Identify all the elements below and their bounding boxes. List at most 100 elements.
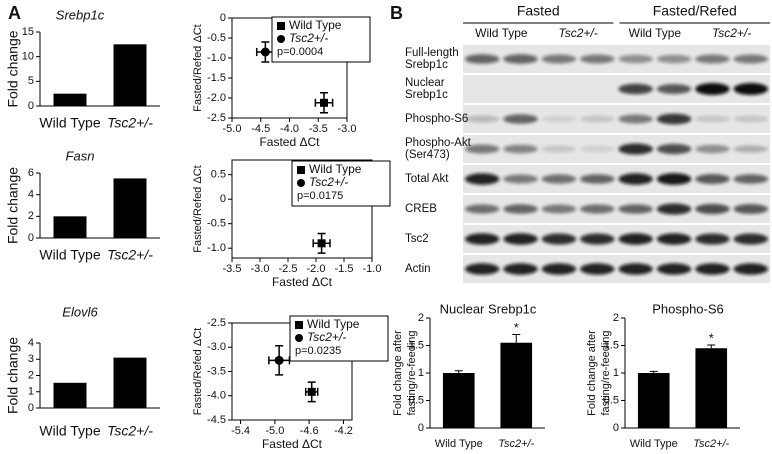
blot-band [464, 144, 500, 154]
bar [53, 382, 87, 408]
legend-box [291, 160, 391, 207]
y-axis-label: fasting/re-feeding [600, 331, 612, 416]
error-bar [649, 370, 658, 373]
blot-band [503, 263, 538, 275]
blot-row-label: (Ser473) [405, 149, 450, 161]
blot-band [618, 204, 653, 214]
y-tick-label: 0 [220, 193, 226, 205]
y-axis-label: Fold change after [392, 330, 404, 416]
subgroup-label: Tsc2+/- [712, 26, 751, 40]
legend-marker [297, 166, 305, 174]
blot-band [618, 173, 653, 185]
y-tick-label: -0.5 [207, 218, 226, 230]
blot-band [541, 233, 577, 245]
legend-marker [297, 179, 305, 187]
x-axis-label: Fasted ΔCt [259, 135, 320, 149]
blot-band [656, 54, 692, 64]
legend-marker [295, 321, 303, 329]
point [307, 387, 316, 396]
y-tick-label: 2 [613, 312, 619, 324]
x-tick-label: -3.5 [223, 263, 242, 275]
y-axis-label: Fold change [5, 167, 21, 244]
y-axis-label: Fold change [5, 337, 21, 414]
p-value: p=0.0175 [297, 190, 343, 202]
group-label: Fasted [517, 3, 560, 19]
x-tick-label: -3.5 [309, 123, 328, 135]
x-tick-label: Wild Type [39, 423, 100, 439]
group-label: Fasted/Refed [653, 3, 737, 19]
p-value: p=0.0004 [277, 46, 323, 58]
y-tick-label: -1.5 [207, 72, 226, 84]
x-axis-label: Fasted ΔCt [262, 437, 323, 451]
blot-band [618, 114, 653, 124]
y-axis-label: fasting/re-feeding [406, 331, 418, 416]
y-tick-label: -0.5 [207, 32, 226, 44]
blot-row-label: Tsc2 [405, 233, 429, 245]
y-axis-label: Fold change [5, 30, 21, 107]
y-tick-label: -3.0 [207, 341, 226, 353]
error-bar [454, 370, 463, 373]
y-tick-label: 0.5 [409, 394, 424, 406]
blot-band [618, 83, 653, 95]
blot-band [464, 115, 500, 123]
blot-row-label: Total Akt [405, 173, 449, 185]
point [260, 47, 270, 57]
y-tick-label: 1.5 [409, 339, 424, 351]
y-tick-label: -1.0 [207, 242, 226, 254]
x-tick-label: Wild Type [630, 438, 678, 450]
significance-label: * [709, 330, 714, 345]
x-tick-label: -3.0 [251, 263, 270, 275]
y-tick-label: 3 [28, 353, 34, 365]
chart-title: Fasn [66, 148, 95, 163]
legend-box [289, 315, 389, 362]
subgroup-label: Wild Type [475, 26, 528, 40]
y-tick-label: -4.5 [207, 414, 226, 426]
significance-label: * [514, 320, 519, 335]
blot-band [580, 204, 615, 214]
point [274, 355, 284, 365]
point [320, 98, 328, 107]
y-tick-label: 0 [28, 402, 34, 414]
x-tick-label: Tsc2+/- [693, 438, 729, 450]
blot-band [695, 144, 730, 154]
blot-band [541, 174, 577, 184]
blot-band [695, 54, 730, 64]
blot-band [656, 84, 692, 94]
blot-band [695, 233, 730, 245]
x-tick-label: Wild Type [39, 115, 100, 131]
blot-band [656, 233, 692, 245]
bar [53, 216, 87, 238]
blot-band [580, 263, 615, 275]
blot-band [503, 233, 538, 245]
blot-band [656, 173, 692, 185]
legend-marker [277, 22, 285, 30]
blot-band [580, 145, 615, 153]
blot-band [541, 145, 577, 153]
y-tick-label: 4 [28, 337, 34, 349]
y-tick-label: 1 [613, 367, 619, 379]
x-tick-label: -4.0 [280, 123, 299, 135]
blot-row-label: Phospho-S6 [405, 113, 468, 125]
y-tick-label: 6 [28, 167, 34, 179]
legend-label: Wild Type [309, 162, 362, 176]
y-axis-label: Fasted/Refed ΔCt [192, 328, 204, 415]
legend-box [271, 16, 371, 63]
blot-band [580, 233, 615, 245]
x-axis-label: Fasted ΔCt [272, 275, 333, 289]
blot-band [695, 115, 730, 123]
y-tick-label: 1 [418, 367, 424, 379]
y-axis-label: Fasted/Refed ΔCt [192, 165, 204, 252]
y-tick-label: 0 [28, 232, 34, 244]
blot-band [503, 54, 538, 64]
point [317, 239, 326, 248]
blot-band [695, 263, 730, 275]
y-axis-label: Fasted/Refed ΔCt [192, 24, 204, 111]
blot-band [733, 233, 769, 245]
blot-band [656, 203, 692, 215]
y-tick-label: 0 [220, 12, 226, 24]
y-tick-label: 0.5 [211, 169, 226, 181]
y-tick-label: -1.0 [207, 52, 226, 64]
y-axis-label: Fold change after [586, 330, 598, 416]
y-tick-label: 1.5 [604, 339, 619, 351]
